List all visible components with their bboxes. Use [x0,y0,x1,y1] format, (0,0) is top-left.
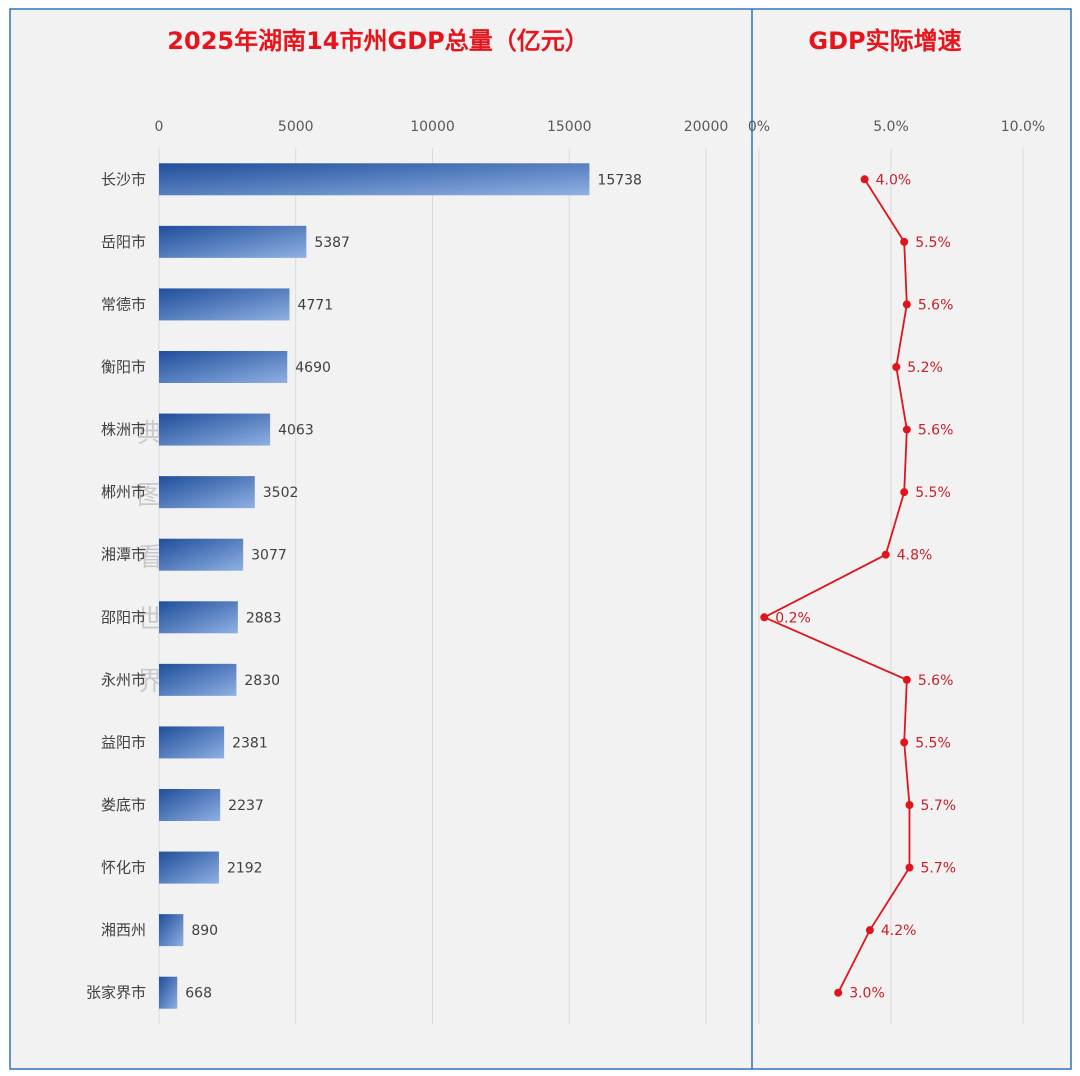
growth-x-tick-label: 10.0% [1001,119,1045,135]
city-label: 衡阳市 [101,358,146,376]
bar-x-tick-label: 20000 [684,119,729,135]
bar-x-tick-label: 15000 [547,119,592,135]
growth-chart-title: GDP实际增速 [808,27,961,55]
gdp-bar [159,914,184,947]
growth-point [834,988,843,997]
growth-point [900,738,909,747]
growth-x-tick-label: 5.0% [873,119,909,135]
gdp-bar [159,225,307,258]
city-label: 郴州市 [101,483,146,501]
growth-point [902,675,911,684]
growth-value-label: 0.2% [775,610,811,626]
gdp-value-label: 890 [191,923,218,939]
bar-x-axis-ticks: 0 5000 10000 15000 20000 [155,119,729,135]
city-label: 岳阳市 [101,233,146,251]
city-labels: 长沙市岳阳市常德市衡阳市株洲市郴州市湘潭市邵阳市永州市益阳市娄底市怀化市湘西州张… [86,170,146,1001]
growth-line [762,178,911,994]
bar-x-tick-label: 10000 [410,119,455,135]
growth-point [905,863,914,872]
gdp-value-label: 668 [185,986,212,1002]
growth-point [881,550,890,559]
growth-value-label: 5.6% [918,297,954,313]
growth-value-label: 3.0% [849,986,885,1002]
gdp-chart-title: 2025年湖南14市州GDP总量（亿元） [167,27,588,55]
growth-value-label: 5.2% [907,360,943,376]
growth-line-group [762,178,911,994]
gdp-value-label: 2192 [227,861,263,877]
growth-point [900,488,909,497]
growth-point [860,175,869,184]
growth-point [900,237,909,246]
gdp-value-label: 4063 [278,423,314,439]
gdp-value-label: 2883 [246,610,282,626]
city-label: 株洲市 [101,421,146,439]
gdp-bar [159,726,225,759]
growth-points [760,175,914,997]
growth-value-labels: 4.0% 5.5% 5.6% 5.2% 5.6% 5.5% 4.8% 0.2% 5.6% 5.5%… [775,172,956,1001]
gdp-bar [159,288,290,321]
growth-point [865,926,874,935]
gdp-bar [159,351,288,383]
growth-point [902,300,911,309]
gdp-bar [159,851,219,884]
growth-value-label: 5.7% [920,861,956,877]
city-label: 益阳市 [101,733,146,751]
gdp-bar [159,476,255,509]
growth-gridlines [758,148,1024,1024]
growth-value-label: 5.5% [915,485,951,501]
gdp-bars [159,163,590,1009]
growth-value-label: 5.7% [920,798,956,814]
gdp-value-label: 2830 [244,673,280,689]
gdp-value-label: 15738 [597,172,642,188]
gdp-bar [159,663,237,696]
gdp-bar [159,538,244,571]
growth-value-label: 4.0% [876,172,912,188]
city-label: 张家界市 [86,984,146,1002]
city-label: 娄底市 [101,796,146,814]
city-label: 长沙市 [101,170,146,188]
gdp-value-label: 4771 [297,297,333,313]
gdp-bar [159,413,271,446]
growth-value-label: 5.5% [915,235,951,251]
growth-x-axis-ticks: 0% 5.0% 10.0% [748,119,1045,135]
bar-x-tick-label: 5000 [278,119,314,135]
gdp-bar [159,789,221,821]
growth-value-label: 4.8% [897,548,933,564]
growth-value-label: 5.6% [918,673,954,689]
gdp-value-label: 2381 [232,735,268,751]
gdp-value-labels: 15738 5387 4771 4690 4063 3502 3077 2883 2830 238… [185,172,642,1001]
growth-value-label: 5.6% [918,423,954,439]
gdp-value-label: 4690 [295,360,331,376]
growth-value-label: 4.2% [881,923,917,939]
gdp-value-label: 3077 [251,548,287,564]
growth-point [902,425,911,434]
city-label: 常德市 [101,295,146,313]
gdp-value-label: 5387 [314,235,350,251]
growth-x-tick-label: 0% [748,119,770,135]
gdp-bar [159,163,590,196]
bar-x-tick-label: 0 [155,119,164,135]
gdp-value-label: 3502 [263,485,299,501]
growth-point [905,801,914,809]
city-label: 怀化市 [101,859,146,877]
growth-value-label: 5.5% [915,735,951,751]
city-label: 湘潭市 [101,546,146,564]
growth-point [892,363,901,371]
city-label: 永州市 [101,671,146,689]
gdp-bar [159,976,178,1009]
gdp-bar [159,601,238,634]
growth-point [760,613,769,622]
city-label: 邵阳市 [101,608,146,626]
gdp-value-label: 2237 [228,798,264,814]
city-label: 湘西州 [101,921,146,939]
